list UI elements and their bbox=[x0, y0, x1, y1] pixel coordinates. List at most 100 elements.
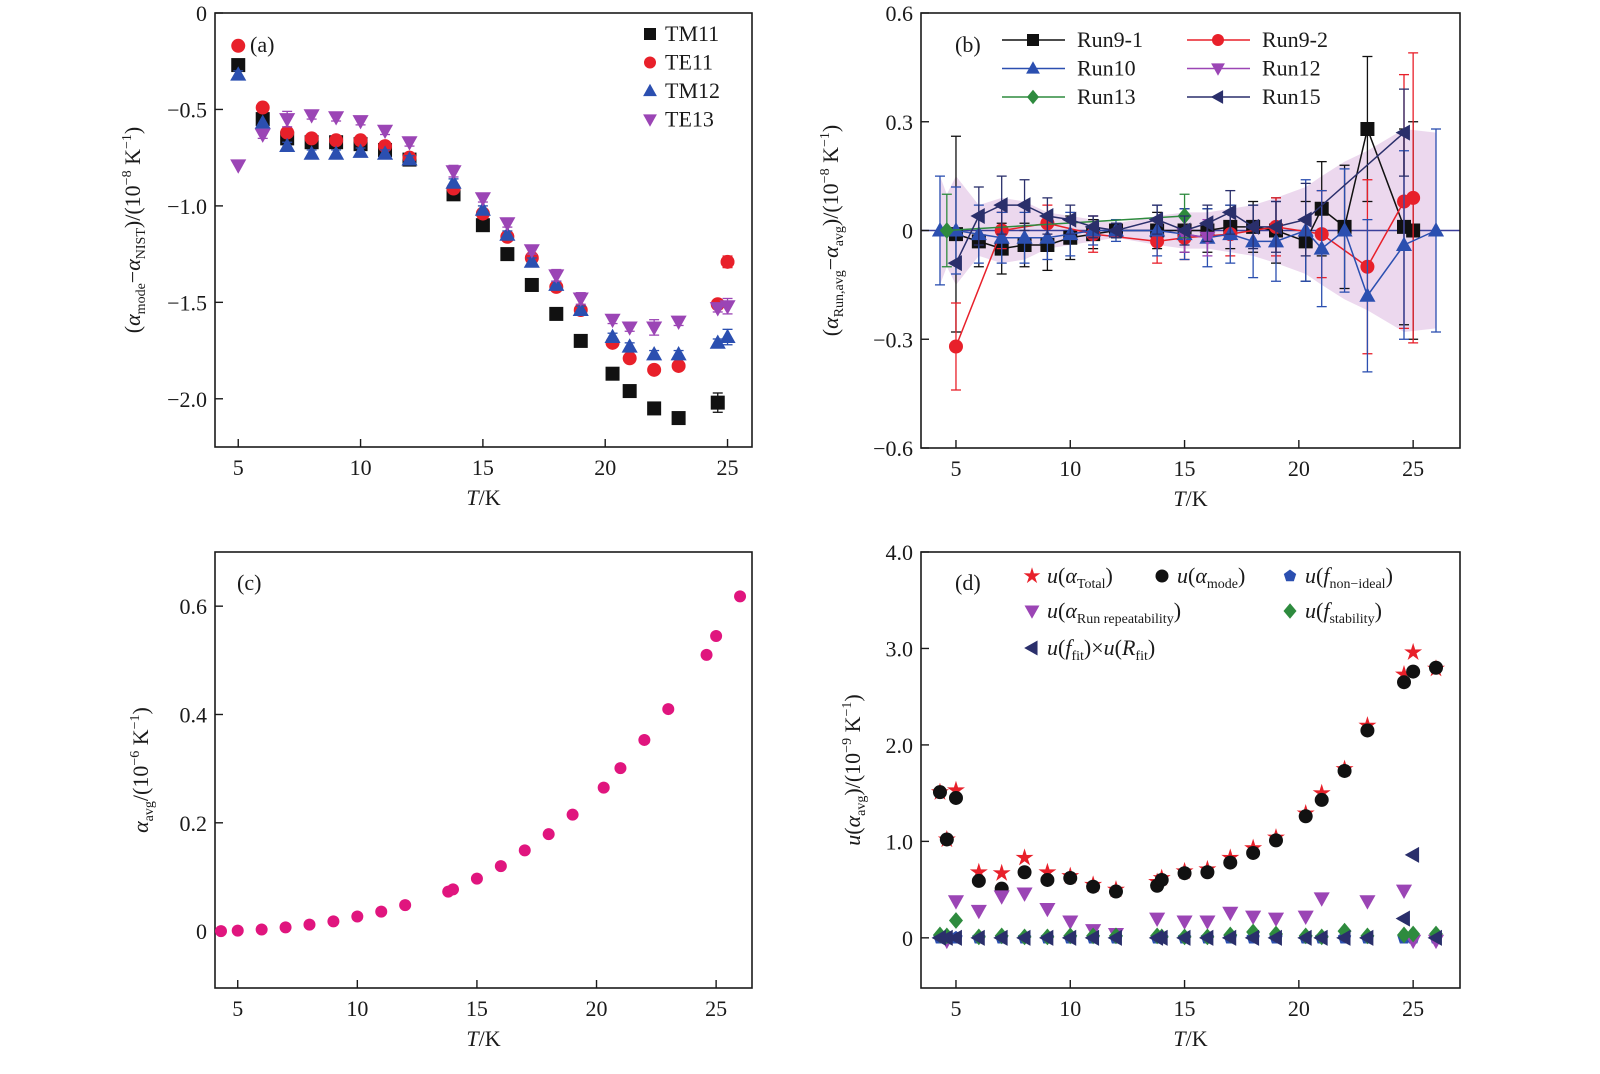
data-point bbox=[304, 131, 319, 146]
data-point bbox=[1061, 211, 1077, 228]
legend: TM11 TE11 TM12 TE13 bbox=[643, 21, 720, 132]
legend-marker bbox=[1210, 90, 1224, 104]
data-point bbox=[710, 629, 723, 642]
panel-c: 5 10 15 20 25 0 0.2 0.4 0.6 T/K αavg/(10−6 K−1) (c) bbox=[128, 551, 753, 1051]
data-point bbox=[1360, 723, 1375, 738]
data-point bbox=[329, 133, 344, 148]
x-tick-label: 10 bbox=[1059, 996, 1081, 1021]
y-tick-label: 0 bbox=[196, 919, 207, 944]
legend-marker bbox=[1024, 640, 1038, 656]
data-point bbox=[1154, 872, 1169, 887]
data-point bbox=[1222, 906, 1239, 922]
x-tick-label: 25 bbox=[1402, 456, 1424, 481]
data-point bbox=[1245, 910, 1262, 926]
y-axis-label: αavg/(10−6 K−1) bbox=[128, 707, 157, 833]
series-line bbox=[946, 215, 1185, 232]
data-point bbox=[328, 145, 345, 160]
data-point bbox=[1223, 855, 1238, 870]
legend-marker bbox=[643, 83, 657, 97]
data-point bbox=[720, 254, 735, 269]
data-point bbox=[1406, 664, 1421, 679]
x-tick-label: 5 bbox=[950, 996, 961, 1021]
data-point bbox=[1016, 197, 1031, 214]
data-point bbox=[1395, 665, 1413, 683]
data-point bbox=[1062, 915, 1079, 930]
data-point bbox=[621, 338, 638, 353]
data-point bbox=[254, 114, 271, 129]
x-tick-label: 15 bbox=[472, 455, 494, 480]
data-point bbox=[500, 247, 515, 262]
x-tick-label: 15 bbox=[1174, 996, 1196, 1021]
y-tick-label: 0 bbox=[902, 926, 913, 951]
y-tick-label: 2.0 bbox=[886, 733, 914, 758]
data-point bbox=[279, 137, 296, 153]
data-point bbox=[1221, 929, 1237, 946]
data-point bbox=[255, 923, 268, 936]
x-tick-label: 25 bbox=[1402, 996, 1424, 1021]
data-point bbox=[499, 226, 516, 241]
data-point bbox=[1015, 848, 1034, 866]
data-point bbox=[255, 100, 270, 115]
data-point bbox=[1246, 845, 1261, 860]
series-avg bbox=[214, 590, 747, 938]
data-point bbox=[1297, 910, 1314, 926]
y-tick-label: −0.3 bbox=[873, 327, 913, 352]
data-point bbox=[548, 276, 565, 291]
x-tick-label: 25 bbox=[705, 996, 727, 1021]
data-point bbox=[1086, 879, 1101, 894]
data-point bbox=[993, 890, 1010, 905]
data-point bbox=[447, 883, 460, 896]
data-point bbox=[670, 315, 687, 331]
legend-label: u(αTotal) bbox=[1047, 563, 1113, 592]
data-point bbox=[548, 269, 565, 284]
legend-label: u(fstability) bbox=[1305, 598, 1382, 627]
data-point bbox=[992, 863, 1011, 881]
x-tick-label: 15 bbox=[466, 996, 488, 1021]
data-point bbox=[1297, 211, 1312, 228]
y-tick-label: 0.2 bbox=[180, 811, 208, 836]
data-point bbox=[719, 328, 736, 344]
legend-marker bbox=[1023, 567, 1041, 584]
legend-marker bbox=[643, 114, 657, 127]
data-point bbox=[622, 384, 637, 399]
data-point bbox=[572, 301, 589, 316]
legend-marker bbox=[1026, 61, 1040, 74]
legend-marker bbox=[644, 56, 656, 69]
panel-label: (a) bbox=[250, 32, 274, 57]
panel-label: (d) bbox=[955, 570, 981, 595]
data-point bbox=[1176, 929, 1191, 946]
data-point bbox=[948, 912, 963, 929]
data-point bbox=[1395, 236, 1413, 251]
data-point bbox=[970, 929, 985, 946]
plot-frame bbox=[920, 551, 1461, 989]
data-point bbox=[1359, 895, 1376, 910]
y-axis-label: (αRun,avg−αavg)/(10−8 K−1) bbox=[818, 125, 847, 336]
data-point bbox=[1336, 929, 1351, 946]
data-point bbox=[1313, 892, 1330, 907]
data-point bbox=[1313, 929, 1328, 946]
data-point bbox=[671, 358, 686, 373]
data-point bbox=[638, 733, 651, 746]
data-point bbox=[328, 111, 345, 126]
data-point bbox=[1199, 915, 1216, 930]
data-point bbox=[1039, 207, 1054, 225]
data-point bbox=[1063, 871, 1078, 886]
data-point bbox=[700, 648, 713, 661]
legend-marker bbox=[1027, 89, 1039, 105]
data-point bbox=[279, 921, 292, 934]
data-point bbox=[470, 872, 483, 885]
panel-d: 5 10 15 20 25 4.0 3.0 2.0 1.0 0 T/K u(αavg)/(10−9 K… bbox=[840, 540, 1461, 1051]
data-point bbox=[993, 929, 1008, 946]
data-point bbox=[1176, 915, 1193, 930]
data-point bbox=[1153, 929, 1168, 946]
legend-label: TM11 bbox=[665, 21, 719, 46]
data-point bbox=[604, 313, 621, 329]
x-tick-label: 10 bbox=[346, 996, 368, 1021]
data-point bbox=[709, 334, 726, 349]
data-point bbox=[1016, 929, 1031, 946]
data-point bbox=[970, 207, 985, 225]
data-point bbox=[566, 808, 579, 821]
data-point bbox=[1267, 912, 1285, 927]
x-tick-label: 5 bbox=[233, 455, 244, 480]
x-axis-label: T/K bbox=[1173, 1026, 1207, 1051]
